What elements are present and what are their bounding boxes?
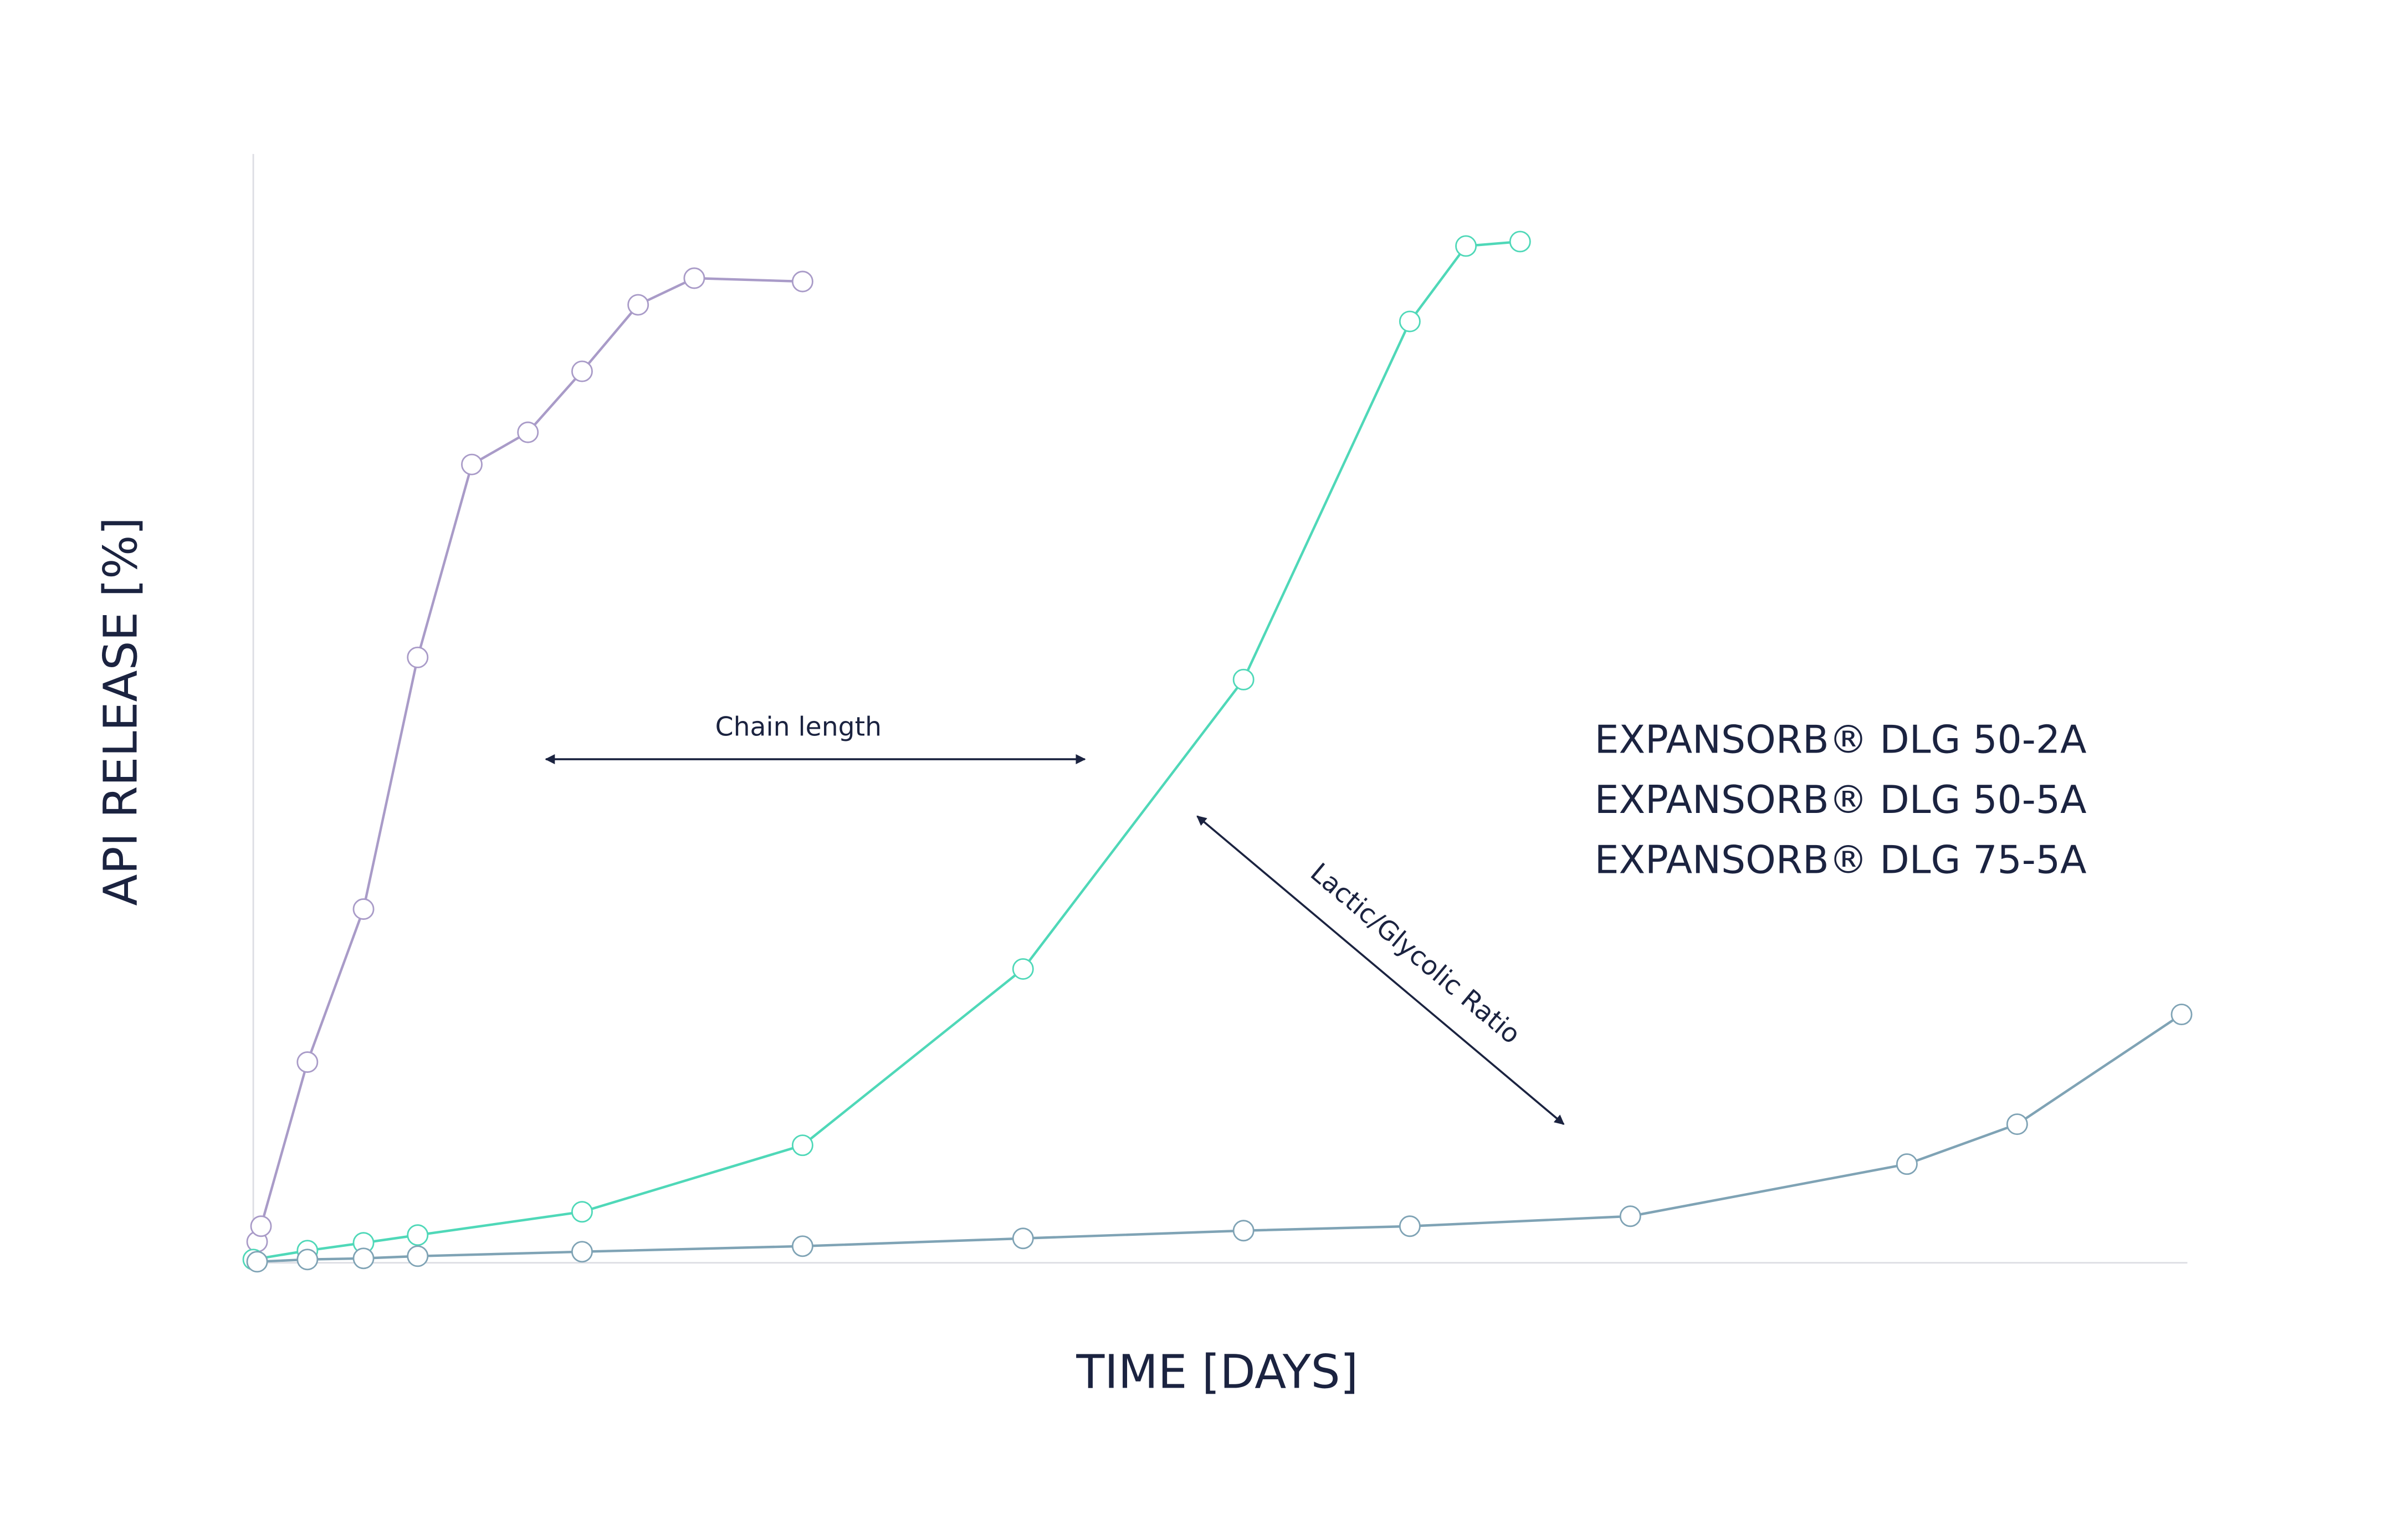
x-axis-label: TIME [DAYS] [1076,1345,1358,1399]
legend-label: EXPANSORB® DLG 75-5A [1595,838,2087,882]
series-line [257,1013,2183,1263]
data-point [407,1245,429,1267]
data-point [791,270,813,293]
data-point [1896,1153,1918,1175]
data-point [250,1215,272,1237]
arrow [1196,815,1565,1125]
data-point [407,646,429,668]
annotation: Lactic/Glycolic Ratio [1304,857,1526,1050]
legend-label: EXPANSORB® DLG 50-2A [1595,718,2087,763]
data-point [1399,1215,1421,1237]
data-point [683,267,705,289]
data-point [246,1251,268,1273]
data-point [1509,231,1531,253]
data-point [352,898,375,920]
data-point [1012,1227,1034,1250]
data-point [2170,1004,2193,1026]
data-point [1619,1205,1641,1227]
data-point [791,1235,813,1257]
data-point [571,360,593,382]
data-point [461,453,483,475]
data-point [517,421,539,443]
data-point [1455,235,1477,257]
y-axis-label: API RELEASE [%] [94,517,148,905]
data-point [627,294,649,316]
legend: EXPANSORB® DLG 50-2A EXPANSORB® DLG 50-5A… [1595,718,2087,883]
annotation: Chain length [715,712,882,742]
data-point [407,1224,429,1246]
data-point [2006,1113,2028,1135]
data-point [352,1247,375,1270]
data-point [296,1051,319,1073]
data-point [1232,668,1255,690]
data-point [1232,1220,1255,1242]
data-point [296,1249,319,1271]
data-point [1012,958,1034,980]
legend-label: EXPANSORB® DLG 50-5A [1595,778,2087,822]
data-point [571,1201,593,1223]
data-point [571,1241,593,1263]
data-point [1399,310,1421,332]
plot-area [242,231,2193,1273]
data-point [791,1134,813,1157]
series-line [253,240,1520,1261]
